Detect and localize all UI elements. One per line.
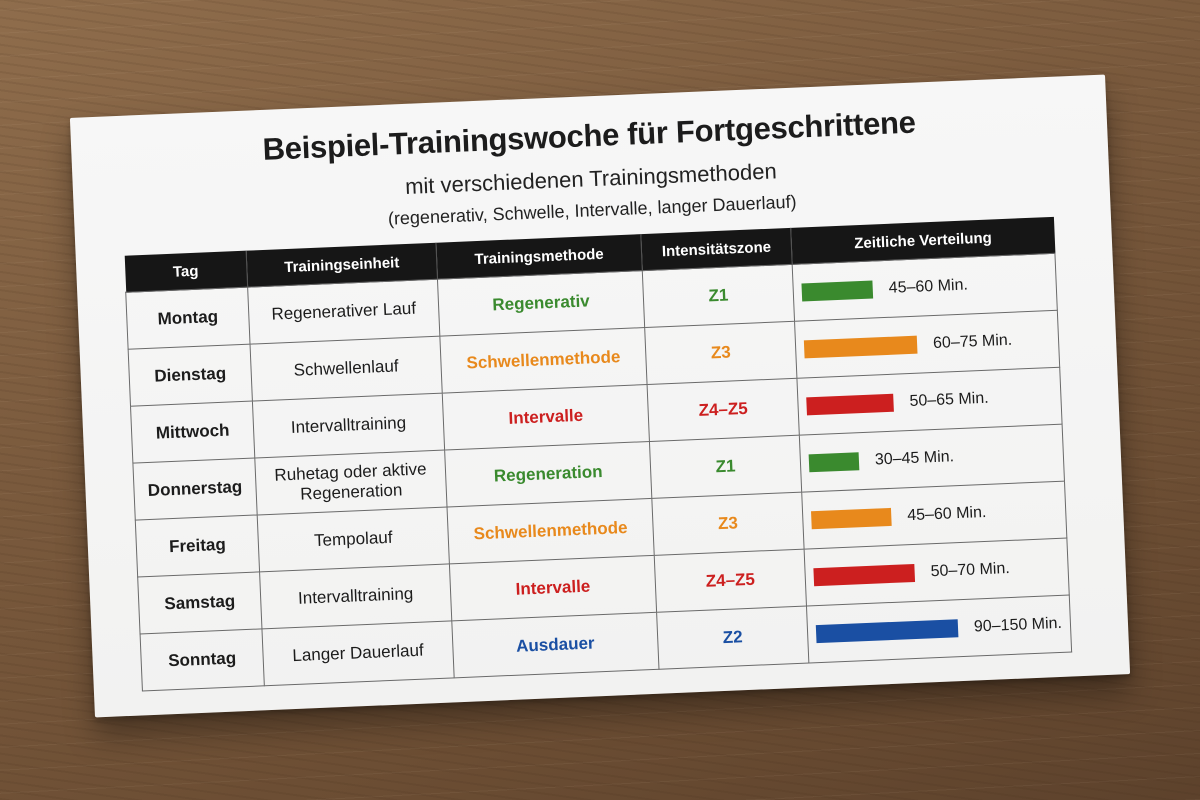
duration-label: 90–150 Min. (973, 614, 1063, 636)
duration-label: 30–45 Min. (874, 448, 955, 469)
duration-label: 45–60 Min. (888, 276, 969, 297)
training-unit-cell: Schwellenlauf (250, 336, 443, 402)
method-cell: Intervalle (449, 555, 657, 621)
header-tag: Tag (124, 250, 248, 293)
day-cell: Dienstag (128, 344, 253, 407)
duration-bar (806, 393, 894, 416)
zone-cell: Z4–Z5 (647, 378, 800, 442)
zone-cell: Z3 (644, 321, 797, 385)
training-unit-cell: Intervalltraining (252, 393, 445, 459)
day-cell: Sonntag (140, 628, 265, 691)
zone-cell: Z2 (656, 606, 809, 670)
zone-cell: Z1 (649, 435, 802, 499)
table-body: Montag Regenerativer Lauf Regenerativ Z1 45–… (125, 253, 1072, 691)
duration-bar (808, 452, 860, 473)
zone-cell: Z1 (642, 264, 795, 328)
duration-label: 60–75 Min. (932, 331, 1013, 352)
day-cell: Samstag (137, 571, 262, 634)
method-cell: Schwellenmethode (439, 327, 648, 394)
training-unit-cell: Intervalltraining (259, 563, 452, 629)
training-unit-cell: Tempolauf (257, 507, 450, 572)
zone-cell: Z4–Z5 (654, 549, 807, 613)
method-cell: Regenerativ (437, 270, 645, 337)
training-card: Beispiel-Trainingswoche für Fortgeschrit… (69, 74, 1131, 718)
day-cell: Mittwoch (130, 401, 255, 464)
duration-label: 50–70 Min. (930, 560, 1011, 581)
duration-bar (813, 563, 916, 587)
training-unit-cell: Langer Dauerlauf (261, 620, 455, 686)
duration-bar (803, 335, 918, 359)
duration-cell: 90–150 Min. (806, 595, 1072, 663)
day-cell: Freitag (135, 514, 260, 578)
training-week-table: Tag Trainingseinheit Trainingsmethode In… (124, 216, 1072, 692)
training-unit-cell: Regenerativer Lauf (247, 279, 440, 345)
duration-bar (801, 280, 874, 302)
day-cell: Montag (125, 287, 251, 350)
duration-bar (815, 619, 959, 644)
method-cell: Regeneration (444, 441, 652, 508)
header-intensitaetszone: Intensitätszone (640, 227, 793, 271)
duration-label: 50–65 Min. (909, 389, 989, 411)
method-cell: Intervalle (442, 384, 650, 451)
zone-cell: Z3 (651, 492, 805, 556)
method-cell: Ausdauer (451, 612, 659, 678)
day-cell: Donnerstag (132, 458, 258, 521)
duration-bar (811, 507, 892, 530)
method-cell: Schwellenmethode (447, 498, 655, 564)
duration-label: 45–60 Min. (906, 503, 987, 525)
training-unit-cell: Ruhetag oder aktive Regeneration (254, 450, 448, 515)
